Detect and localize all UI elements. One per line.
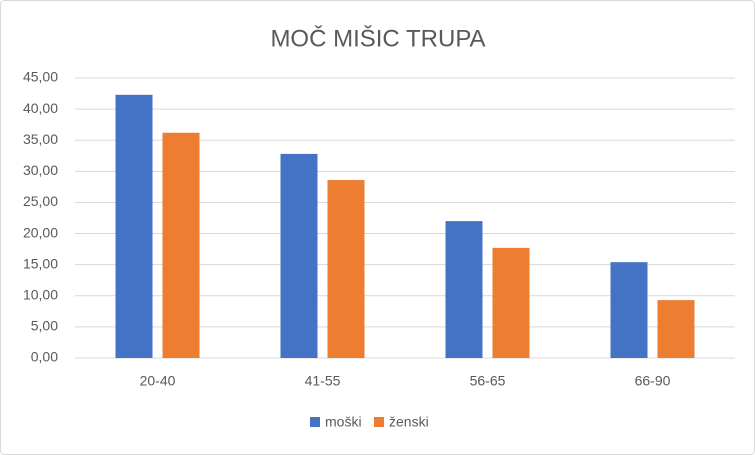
y-tick-label: 15,00 <box>23 255 58 271</box>
legend-swatch <box>310 417 320 427</box>
y-tick-label: 20,00 <box>23 224 58 240</box>
x-tick-label: 20-40 <box>140 373 176 389</box>
y-tick-label: 35,00 <box>23 131 58 147</box>
bar <box>610 262 648 358</box>
bar <box>445 221 483 358</box>
legend-label: ženski <box>389 414 429 430</box>
y-tick-label: 40,00 <box>23 100 58 116</box>
legend-label: moški <box>325 414 362 430</box>
x-tick-label: 41-55 <box>305 373 341 389</box>
y-tick-label: 10,00 <box>23 286 58 302</box>
x-tick-label: 66-90 <box>635 373 671 389</box>
y-tick-label: 5,00 <box>31 318 58 334</box>
y-tick-label: 25,00 <box>23 193 58 209</box>
bar <box>115 94 153 359</box>
y-tick-label: 0,00 <box>31 349 58 365</box>
bar <box>162 132 200 358</box>
chart-title: MOČ MIŠIC TRUPA <box>270 24 485 52</box>
bar <box>280 153 318 358</box>
y-tick-label: 30,00 <box>23 162 58 178</box>
bar <box>657 300 695 358</box>
bar <box>327 180 365 358</box>
bar <box>492 247 530 358</box>
legend-swatch <box>374 417 384 427</box>
y-tick-label: 45,00 <box>23 69 58 85</box>
x-tick-label: 56-65 <box>470 373 506 389</box>
